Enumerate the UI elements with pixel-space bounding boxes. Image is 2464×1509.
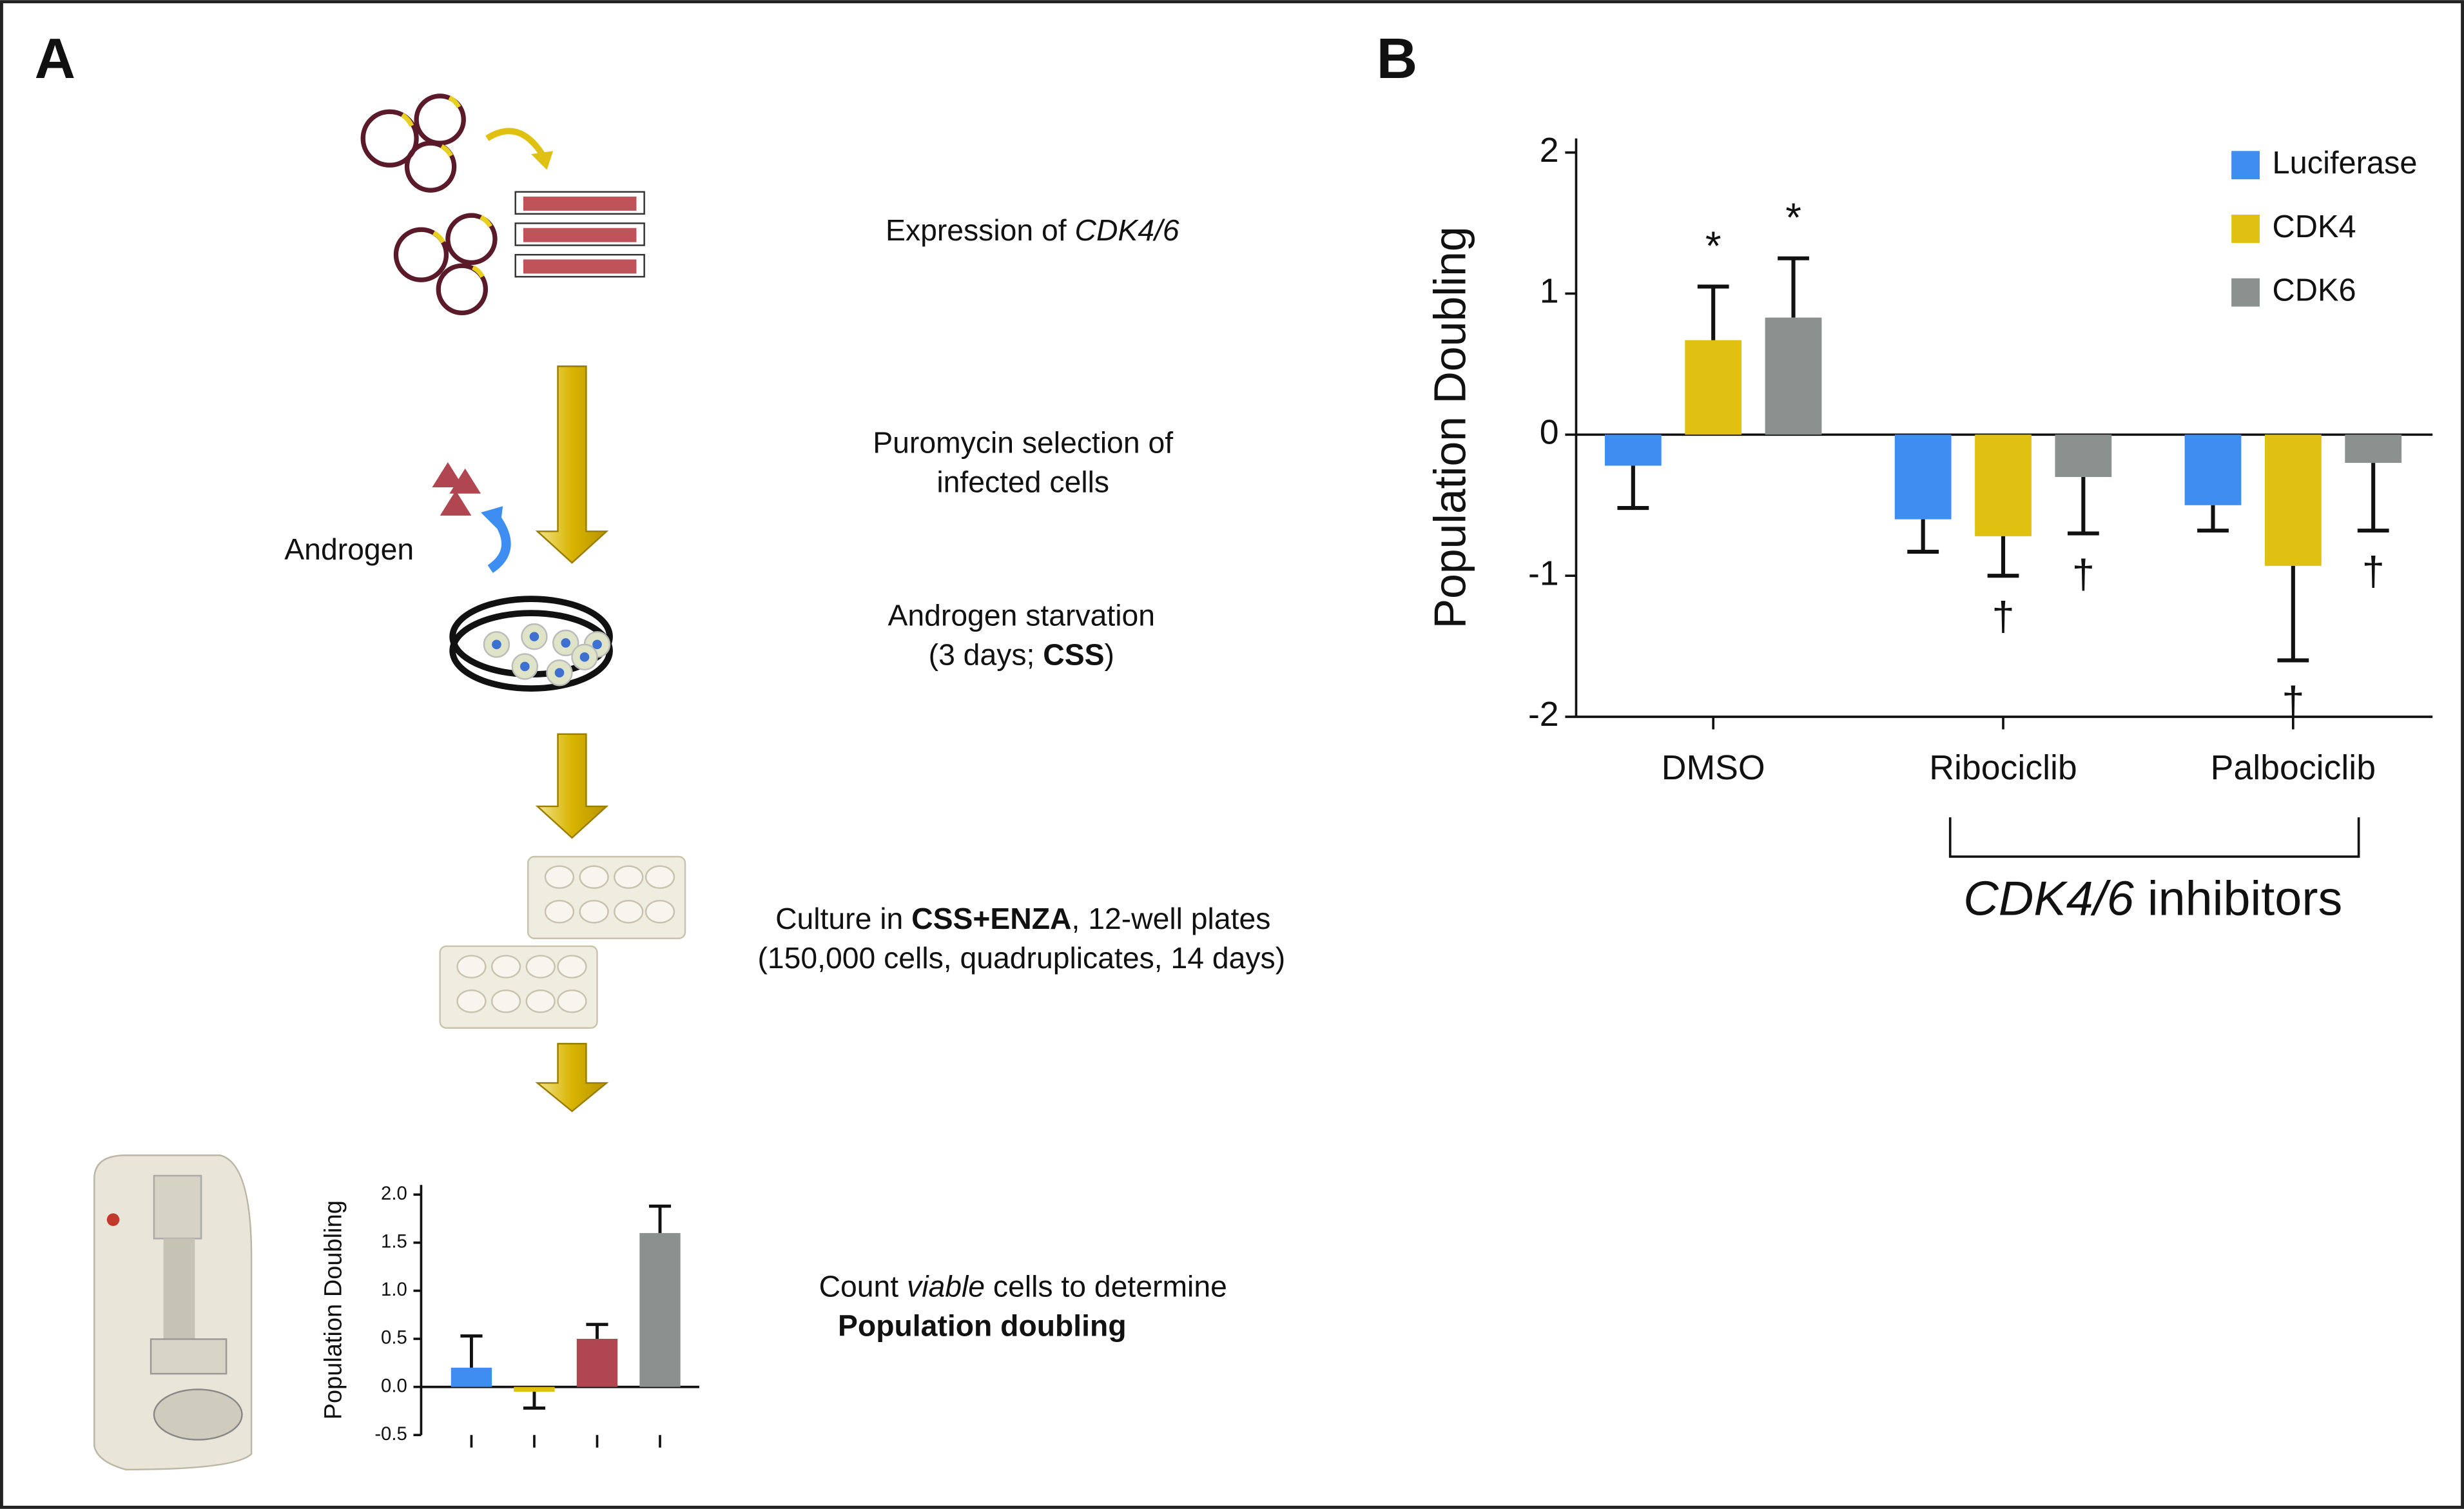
text: CDK4/6 (1963, 872, 2135, 926)
legend-swatch (2231, 214, 2260, 243)
y-tick-label: 2.0 (381, 1183, 407, 1204)
arrow-head (531, 151, 554, 170)
step-text: Population doubling (838, 1309, 1127, 1343)
starvation-dish (449, 596, 613, 692)
bar (2055, 434, 2112, 477)
panel-label: B (1377, 27, 1417, 90)
y-tick-label: 0 (1540, 413, 1559, 451)
y-tick-label: 1.5 (381, 1232, 407, 1252)
step-text: Expression of CDK4/6 (886, 213, 1179, 247)
bar (1765, 317, 1822, 435)
text: , 12-well plates (1071, 902, 1270, 935)
text: CSS (1043, 638, 1104, 672)
bar (1685, 340, 1742, 435)
x-tick-label: Palbociclib (2211, 748, 2376, 787)
y-tick-label: 2 (1540, 131, 1559, 170)
bar (1894, 434, 1952, 520)
curved-arrow (485, 128, 545, 156)
legend-label: CDK4 (2273, 209, 2356, 244)
text: ) (1104, 638, 1114, 672)
y-tick-label: 1 (1540, 272, 1559, 311)
text: viable (907, 1270, 985, 1303)
text: (3 days; (929, 638, 1043, 672)
text: inhibitors (2134, 872, 2342, 926)
arrow-head (481, 506, 503, 532)
text: Count (819, 1270, 907, 1303)
text: cells to determine (985, 1270, 1227, 1303)
step-text: (3 days; CSS) (929, 638, 1114, 672)
bar (514, 1387, 555, 1392)
bracket (1948, 817, 2360, 858)
bar (576, 1339, 618, 1387)
binding-arrow (487, 516, 511, 573)
annotation: * (1705, 224, 1722, 269)
cell-counter (93, 1154, 253, 1471)
y-tick-label: -0.5 (374, 1424, 407, 1445)
flow-arrows (535, 365, 609, 1113)
plasmids (360, 93, 498, 316)
bar (451, 1367, 492, 1387)
legend-swatch (2231, 151, 2260, 180)
label: Androgen (284, 532, 414, 566)
step-text: Puromycin selection of (873, 425, 1173, 459)
legend-label: Luciferase (2273, 146, 2418, 180)
bar (2345, 434, 2402, 463)
bar (1975, 434, 2032, 536)
text: Expression of (886, 213, 1074, 247)
text: CSS+ENZA (911, 902, 1071, 935)
bar (639, 1232, 681, 1387)
annotation: † (2362, 549, 2385, 594)
step-text: infected cells (936, 465, 1109, 498)
group-label: CDK4/6 inhibitors (1963, 872, 2342, 926)
y-tick-label: 1.0 (381, 1280, 407, 1300)
bar (1604, 434, 1662, 466)
culture-dishes (514, 191, 645, 278)
annotation: † (2072, 552, 2095, 598)
step-text: Culture in CSS+ENZA, 12-well plates (775, 902, 1270, 935)
panel-label: A (35, 27, 75, 90)
androgen-molecules (432, 462, 481, 516)
annotation: * (1785, 195, 1801, 240)
annotation: † (1992, 594, 2014, 639)
step-text: Androgen starvation (888, 599, 1156, 632)
bar (2264, 434, 2322, 566)
well-plates (439, 855, 686, 1029)
legend-swatch (2231, 278, 2260, 307)
y-axis-label: Population Doubling (320, 1200, 347, 1419)
step-text: (150,000 cells, quadruplicates, 14 days) (757, 941, 1285, 975)
annotation: † (2282, 679, 2304, 724)
bar (2184, 434, 2242, 505)
step-text: Count viable cells to determine (819, 1270, 1227, 1303)
plasmid-insert (400, 95, 492, 278)
y-tick-label: 0.5 (381, 1328, 407, 1348)
x-tick-label: DMSO (1662, 748, 1765, 787)
y-tick-label: -2 (1528, 695, 1559, 734)
text: CDK4/6 (1075, 213, 1179, 247)
legend-label: CDK6 (2273, 273, 2356, 308)
y-tick-label: -1 (1528, 554, 1559, 592)
y-tick-label: 0.0 (381, 1376, 407, 1396)
x-tick-label: Ribociclib (1929, 748, 2077, 787)
text: Culture in (775, 902, 911, 935)
y-axis-label: Population Doubling (1425, 226, 1475, 628)
